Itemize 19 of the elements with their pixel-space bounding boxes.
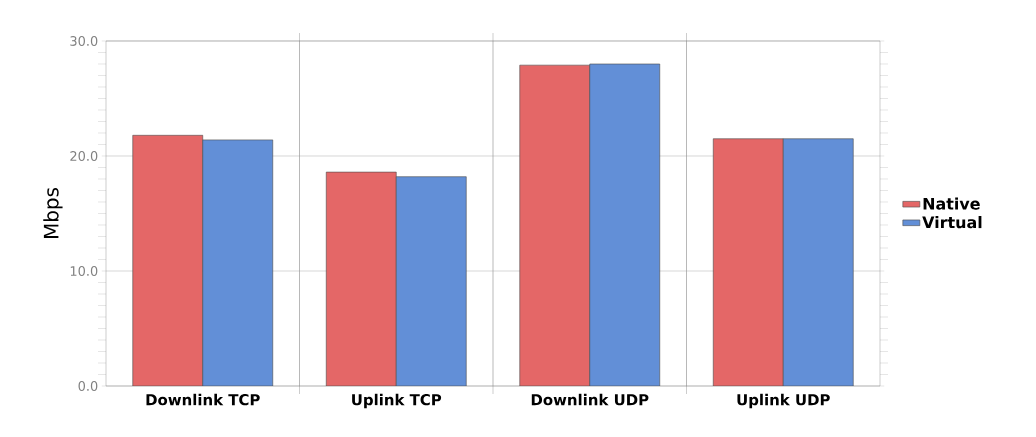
y-tick-label: 20.0: [70, 151, 98, 161]
y-axis-title: Mbps: [43, 188, 63, 238]
bar: [589, 63, 661, 386]
x-tick-label: Uplink UDP: [737, 393, 830, 409]
bar: [202, 139, 273, 386]
x-tick-label: Downlink TCP: [146, 393, 260, 406]
bar: [132, 135, 203, 386]
legend-label: Virtual: [922, 215, 982, 229]
bar: [395, 176, 467, 386]
bar: [519, 64, 591, 386]
x-tick-label: Downlink UDP: [531, 393, 649, 406]
bar: [782, 138, 854, 386]
bar: [712, 138, 784, 386]
y-tick-label: 0.0: [78, 381, 98, 391]
x-tick-label: Uplink TCP: [352, 393, 442, 409]
bar: [325, 171, 397, 386]
y-tick-label: 30.0: [70, 36, 98, 46]
legend-label: Native: [923, 197, 980, 210]
y-tick-label: 10.0: [70, 266, 98, 276]
